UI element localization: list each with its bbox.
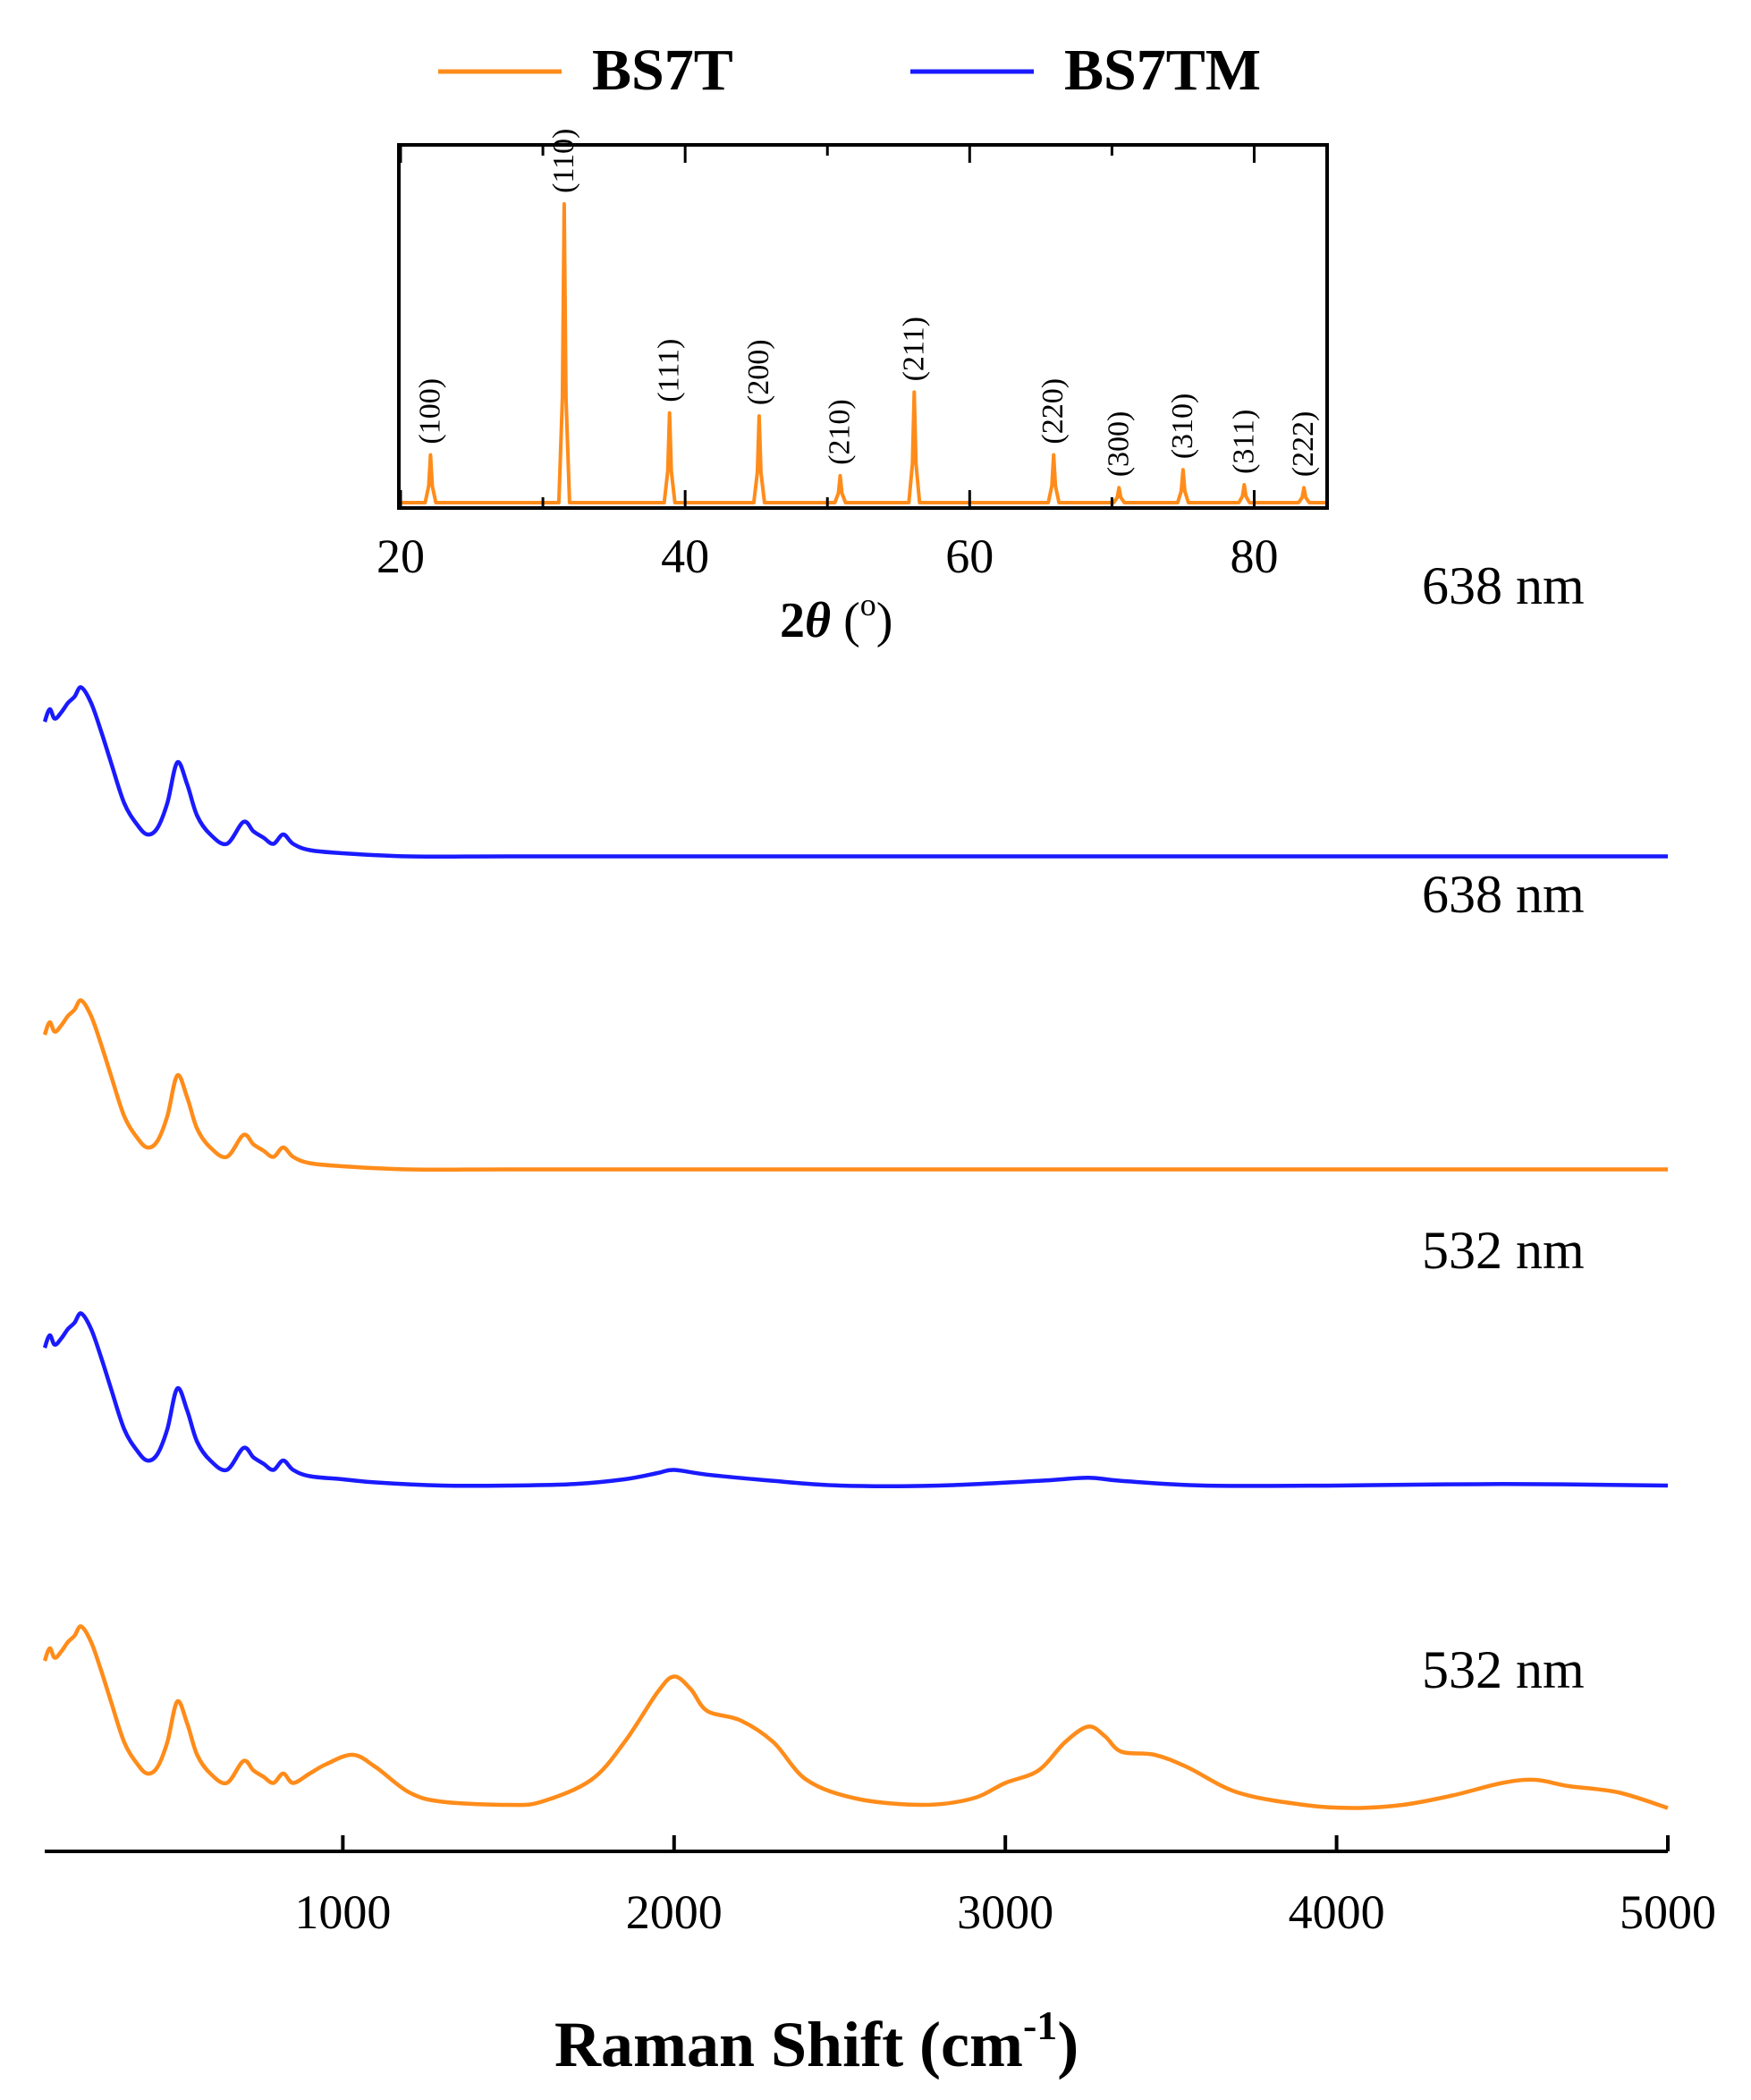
inset-tick-label: 80	[1230, 529, 1278, 583]
x-tick-label: 4000	[1289, 1885, 1385, 1939]
peak-label: (211)	[897, 317, 930, 381]
peak-label: (100)	[413, 378, 446, 445]
curve-label-4: 532 nm	[1422, 1640, 1585, 1699]
x-axis-title-close: )	[1057, 2009, 1079, 2080]
peak-label: (311)	[1227, 410, 1260, 474]
peak-label: (110)	[547, 129, 580, 193]
legend: BS7T BS7TM	[438, 38, 1261, 103]
inset-peak-labels: (100) (110) (111) (200) (210) (211) (220) (300)…	[413, 129, 1320, 478]
peak-label: (300)	[1102, 411, 1135, 478]
inset-ticks: 20 40 60 80	[376, 147, 1278, 583]
peak-label: (210)	[824, 399, 857, 465]
inset-x-title-2: 2	[780, 593, 805, 648]
x-axis-title: Raman Shift (cm-1)	[554, 2003, 1079, 2080]
peak-label: (222)	[1287, 411, 1320, 478]
x-axis: 1000 2000 3000 4000 5000 Raman Shift (cm-1)	[45, 1835, 1716, 2080]
xrd-pattern-line	[401, 202, 1325, 504]
x-axis-title-sup: -1	[1023, 2003, 1057, 2048]
peak-label: (310)	[1166, 394, 1199, 460]
x-tick-label: 1000	[294, 1885, 391, 1939]
legend-label-bs7tm: BS7TM	[1064, 38, 1261, 103]
series-line-bs7tm-2	[42, 1311, 1669, 1488]
x-ticks: 1000 2000 3000 4000 5000	[294, 1835, 1716, 1939]
inset-x-title-sup: o	[860, 587, 876, 622]
inset-tick-label: 20	[376, 529, 425, 583]
inset-x-title: 2θ (o)	[780, 587, 892, 648]
inset-x-title-open: (	[831, 593, 860, 648]
x-tick-label: 2000	[626, 1885, 723, 1939]
x-tick-label: 3000	[957, 1885, 1053, 1939]
curve-label-3: 532 nm	[1422, 1221, 1585, 1280]
inset-x-title-close: )	[876, 593, 893, 648]
peak-label: (220)	[1036, 378, 1070, 445]
inset-tick-label: 40	[661, 529, 709, 583]
x-tick-label: 5000	[1620, 1885, 1716, 1939]
inset-series-group	[401, 202, 1325, 504]
curve-label-2: 638 nm	[1422, 865, 1585, 924]
inset-x-title-theta: θ	[805, 593, 831, 648]
legend-label-bs7t: BS7T	[592, 38, 733, 103]
curve-label-1: 638 nm	[1422, 556, 1585, 615]
series-line-bs7t-3	[42, 1624, 1669, 1810]
x-axis-title-main: Raman Shift (cm	[554, 2009, 1023, 2080]
peak-label: (111)	[653, 339, 686, 402]
xrd-inset: (100)(110)(111) (200)(210)(211)(220) (300)…	[376, 129, 1329, 648]
inset-tick-label: 60	[945, 529, 994, 583]
peak-label: (200)	[742, 339, 775, 405]
main-series-group	[42, 685, 1669, 1810]
series-line-bs7tm-0	[42, 685, 1668, 859]
curve-labels: 638 nm 638 nm 532 nm 532 nm	[1422, 556, 1585, 1699]
series-line-bs7t-1	[42, 998, 1668, 1173]
inset-frame	[397, 143, 1329, 510]
